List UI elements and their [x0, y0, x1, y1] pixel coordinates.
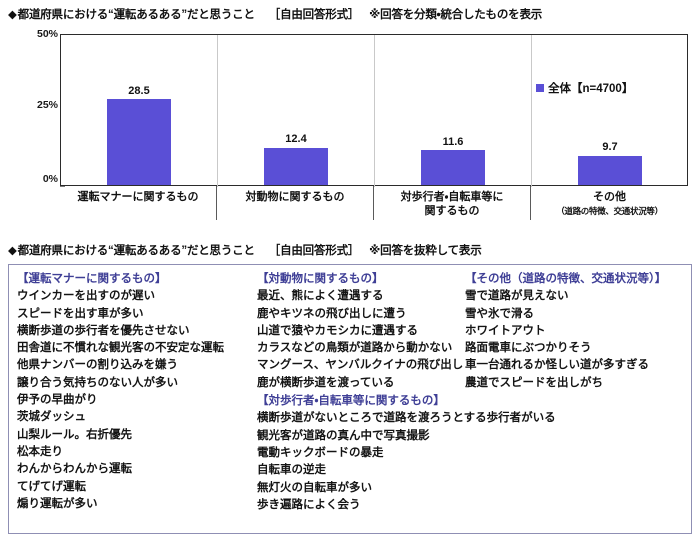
list-item: 田舎道に不慣れな観光客の不安定な運転	[17, 342, 224, 355]
bar-value-2: 11.6	[442, 136, 464, 148]
list-item: カラスなどの鳥類が道路から動かない	[257, 342, 453, 355]
chart-heading-diamond-icon: ◆	[8, 9, 17, 21]
category-separator-2	[374, 35, 375, 187]
y-axis: 50% 25% 0%	[0, 28, 58, 198]
y-axis-tick-0	[60, 186, 65, 187]
x-axis-category-2: 対歩行者・自転車等に 関するもの	[374, 186, 530, 230]
list-item: 歩き遍路によく会う	[257, 498, 361, 511]
bar-0	[107, 99, 171, 185]
x-axis-divider-2	[373, 186, 374, 220]
group-title-pedestrians-bicycles: 【対歩行者・自転車等に関するもの】	[257, 395, 445, 408]
list-heading-note: ※回答を抜粋して表示	[369, 245, 482, 257]
category-separator-3	[531, 35, 532, 187]
list-item: 横断歩道の歩行者を優先させない	[17, 324, 190, 337]
y-axis-label-0: 0%	[42, 173, 58, 185]
list-heading-diamond-icon: ◆	[8, 245, 17, 257]
x-axis-category-2-line-1: 関するもの	[424, 205, 480, 217]
chart-section-heading: ◆都道府県における“運転あるある”だと思うこと ［自由回答形式］ ※回答を分類・統合…	[8, 6, 542, 22]
list-heading-title: 都道府県における“運転あるある”だと思うこと	[17, 245, 255, 257]
y-axis-label-25: 25%	[36, 99, 58, 111]
list-item: 鹿が横断歩道を渡っている	[257, 376, 395, 389]
list-item: 伊予の早曲がり	[17, 394, 98, 407]
x-axis-category-3-line-0: その他	[593, 191, 626, 203]
list-item: スピードを出す車が多い	[17, 307, 144, 320]
bar-value-3: 9.7	[602, 141, 618, 153]
x-axis-divider-3	[530, 186, 531, 220]
bar-value-0: 28.5	[128, 85, 150, 97]
legend-swatch-icon	[536, 84, 544, 92]
list-item: 農道でスピードを出しがち	[465, 376, 603, 389]
x-axis-category-0-line-0: 運転マナーに関するもの	[77, 191, 199, 203]
bar-value-1: 12.4	[285, 133, 307, 145]
list-item: 自転車の逆走	[257, 464, 326, 477]
list-item: 横断歩道がないところで道路を渡ろうとする歩行者がいる	[257, 412, 556, 425]
list-item: 松本走り	[17, 445, 63, 458]
list-item: 譲り合う気持ちのない人が多い	[17, 376, 178, 389]
y-axis-label-50: 50%	[36, 28, 58, 40]
list-item: 車一台通れるか怪しい道が多すぎる	[465, 359, 649, 372]
list-item: 電動キックボードの暴走	[257, 446, 384, 459]
legend-label-total: 全体【n=4700】	[548, 83, 634, 95]
x-axis-category-3-line-1: （道路の特徴、交通状況等）	[556, 206, 663, 216]
list-item: 鹿やキツネの飛び出しに遭う	[257, 307, 407, 320]
list-item: 無灯火の自転車が多い	[257, 481, 372, 494]
group-title-animals: 【対動物に関するもの】	[257, 273, 384, 285]
bar-2	[421, 150, 485, 185]
x-axis-category-1: 対動物に関するもの	[217, 186, 373, 230]
list-item: 煽り運転が多い	[17, 497, 98, 510]
list-item: てげてげ運転	[17, 480, 86, 493]
bar-3	[578, 155, 642, 185]
free-answers-panel: 【運転マナーに関するもの】 ウインカーを出すのが遅い スピードを出す車が多い 横…	[8, 264, 692, 534]
list-item: ホワイトアウト	[465, 324, 546, 337]
list-item: 観光客が道路の真ん中で写真撮影	[257, 429, 430, 442]
plot-area: 28.5 12.4 11.6 9.7	[60, 34, 688, 187]
answers-column-2: 【対動物に関するもの】 最近、熊によく遭遇する 鹿やキツネの飛び出しに遭う 山道…	[257, 271, 556, 514]
chart-legend: 全体【n=4700】	[536, 80, 633, 96]
list-item: 雪で道路が見えない	[465, 290, 569, 303]
list-item: わんからわんから運転	[17, 463, 132, 476]
list-item: 路面電車にぶつかりそう	[465, 342, 592, 355]
list-item: 山梨ルール。右折優先	[17, 428, 132, 441]
chart-heading-format: ［自由回答形式］	[268, 9, 360, 21]
answers-column-3: 【その他（道路の特徴、交通状況等）】 雪で道路が見えない 雪や氷で滑る ホワイト…	[465, 271, 689, 392]
bar-1	[264, 147, 328, 185]
list-item: 雪や氷で滑る	[465, 307, 534, 320]
list-item: 山道で猿やカモシカに遭遇する	[257, 324, 418, 337]
x-axis-category-2-line-0: 対歩行者・自転車等に	[400, 191, 504, 203]
x-axis-category-3: その他 （道路の特徴、交通状況等）	[531, 186, 688, 230]
x-axis-divider-1	[216, 186, 217, 220]
x-axis-category-1-line-0: 対動物に関するもの	[245, 191, 345, 203]
list-item: ウインカーを出すのが遅い	[17, 290, 155, 303]
category-separator-1	[217, 35, 218, 187]
list-item: 茨城ダッシュ	[17, 411, 86, 424]
group-title-others: 【その他（道路の特徴、交通状況等）】	[465, 273, 667, 285]
x-axis-category-0: 運転マナーに関するもの	[60, 186, 216, 230]
chart-heading-title: 都道府県における“運転あるある”だと思うこと	[17, 9, 255, 21]
list-item: 最近、熊によく遭遇する	[257, 290, 384, 303]
chart-heading-note: ※回答を分類・統合したものを表示	[369, 9, 543, 21]
list-item: 他県ナンバーの割り込みを嫌う	[17, 359, 178, 372]
bar-chart: 50% 25% 0% 28.5 12.4 11.6 9.7 全体【n=4700】…	[0, 28, 700, 228]
answers-column-1: 【運転マナーに関するもの】 ウインカーを出すのが遅い スピードを出す車が多い 横…	[17, 271, 257, 513]
x-axis: 運転マナーに関するもの 対動物に関するもの 対歩行者・自転車等に 関するもの そ…	[60, 186, 688, 230]
group-title-driving-manners: 【運転マナーに関するもの】	[17, 273, 167, 285]
list-section-heading: ◆都道府県における“運転あるある”だと思うこと ［自由回答形式］ ※回答を抜粋して表…	[8, 242, 482, 258]
list-heading-format: ［自由回答形式］	[268, 245, 360, 257]
list-item: マングース、ヤンバルクイナの飛び出し	[257, 359, 464, 372]
